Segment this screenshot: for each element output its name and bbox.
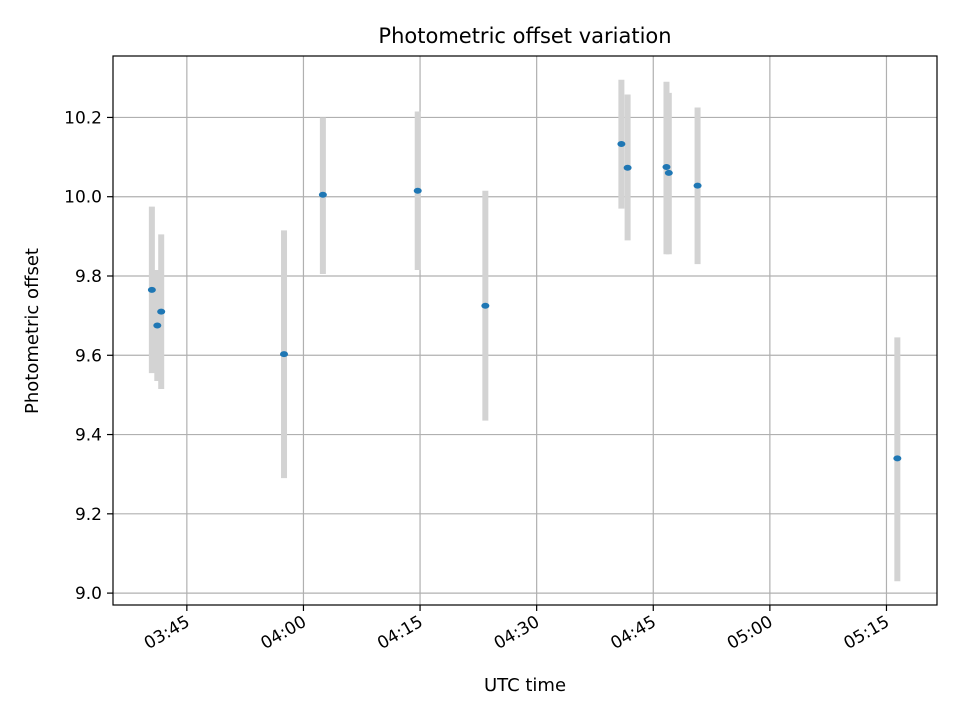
data-point [664, 169, 673, 176]
data-point [318, 191, 327, 198]
x-axis-label: UTC time [484, 675, 566, 696]
x-tick-label: 04:45 [607, 612, 659, 654]
data-point [693, 182, 702, 189]
x-tick-label: 04:15 [374, 612, 426, 654]
data-point [481, 302, 490, 309]
chart-title: Photometric offset variation [378, 24, 671, 48]
data-point [617, 140, 626, 147]
y-axis-ticks: 9.0 9.2 9.4 9.6 9.8 10.0 10.2 [64, 108, 113, 604]
x-tick-label: 04:00 [258, 612, 310, 654]
data-point [280, 351, 289, 358]
y-axis-label: Photometric offset [22, 248, 43, 414]
data-point [893, 455, 902, 462]
y-tick-label: 9.4 [75, 426, 102, 446]
y-tick-label: 9.2 [75, 505, 102, 525]
y-tick-label: 10.0 [64, 188, 102, 208]
y-tick-label: 10.2 [64, 108, 102, 128]
data-point [147, 286, 156, 293]
data-point [153, 322, 162, 329]
x-tick-label: 05:00 [724, 612, 776, 654]
x-axis-ticks: 03:45 04:00 04:15 04:30 04:45 05:00 05:15 [141, 605, 893, 654]
grid-lines [113, 56, 937, 605]
y-tick-label: 9.6 [75, 346, 102, 366]
y-tick-label: 9.0 [75, 584, 102, 604]
data-point [157, 308, 166, 315]
data-point [662, 163, 671, 170]
y-tick-label: 9.8 [75, 267, 102, 287]
x-tick-label: 05:15 [841, 612, 893, 654]
plot-frame [112, 55, 938, 606]
data-point [413, 187, 422, 194]
error-bars [148, 79, 901, 582]
x-tick-label: 04:30 [491, 612, 543, 654]
x-tick-label: 03:45 [141, 612, 193, 654]
data-points [147, 140, 902, 462]
data-point [623, 164, 632, 171]
